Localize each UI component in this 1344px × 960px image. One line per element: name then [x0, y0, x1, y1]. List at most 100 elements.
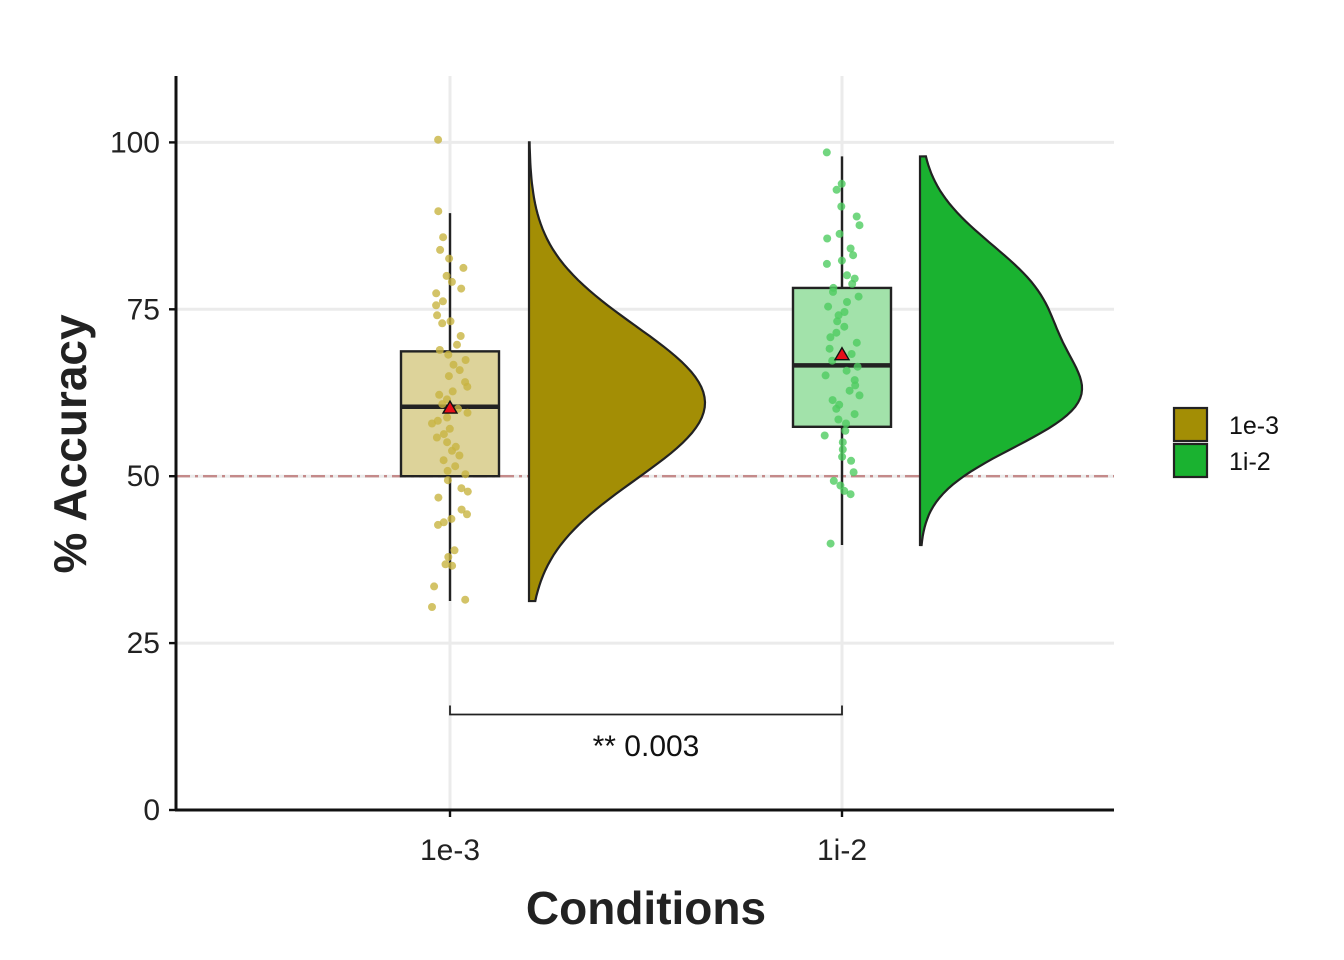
y-axis-title: % Accuracy	[44, 314, 96, 574]
data-point	[843, 271, 851, 280]
points-layer	[428, 135, 864, 611]
data-point	[447, 277, 456, 286]
data-point	[833, 317, 842, 326]
data-point	[438, 297, 447, 306]
data-point	[457, 505, 466, 514]
data-point	[828, 396, 837, 405]
legend-label: 1i-2	[1229, 448, 1271, 476]
data-point	[443, 438, 452, 447]
data-point	[448, 387, 457, 396]
data-point	[439, 518, 448, 527]
data-point	[826, 539, 835, 548]
legend-swatch	[1172, 406, 1209, 443]
data-point	[447, 514, 456, 523]
data-point	[463, 408, 472, 417]
data-point	[433, 416, 442, 425]
data-point	[849, 468, 858, 477]
data-point	[855, 391, 864, 400]
data-point	[822, 148, 831, 157]
data-point	[838, 452, 847, 461]
data-point	[459, 263, 468, 272]
data-point	[432, 433, 441, 442]
data-point	[439, 233, 448, 242]
data-point	[444, 350, 453, 359]
data-point	[850, 274, 859, 283]
data-point	[438, 319, 447, 328]
legend: 1e-3 1i-2	[1172, 406, 1279, 479]
data-point	[445, 254, 454, 263]
data-point	[822, 259, 831, 268]
data-point	[837, 179, 846, 188]
data-point	[828, 356, 837, 365]
data-point	[451, 442, 460, 451]
data-point	[443, 466, 452, 475]
data-point	[832, 185, 841, 194]
data-point	[434, 493, 443, 502]
y-tick-label: 100	[110, 126, 160, 159]
density-cloud-1e-3	[527, 141, 707, 603]
x-axis-title: Conditions	[526, 882, 766, 934]
data-point	[434, 207, 443, 216]
data-point	[435, 346, 444, 354]
data-point	[853, 362, 862, 371]
data-point	[849, 251, 858, 260]
y-tick-label: 25	[127, 627, 160, 660]
data-point	[443, 395, 451, 404]
data-point	[461, 470, 470, 479]
data-point	[846, 490, 855, 499]
data-point	[840, 308, 849, 316]
data-point	[435, 390, 444, 399]
data-point	[825, 344, 834, 353]
data-point	[450, 546, 459, 555]
data-point	[854, 292, 863, 301]
data-point	[443, 413, 452, 422]
data-point	[455, 451, 464, 460]
data-point	[442, 271, 451, 280]
data-point	[432, 289, 441, 298]
data-point	[826, 333, 835, 342]
y-tick-label: 0	[143, 794, 160, 827]
data-point	[444, 372, 453, 381]
data-point	[835, 400, 844, 409]
data-point	[461, 378, 470, 387]
data-point	[832, 328, 841, 337]
data-point	[428, 603, 436, 611]
data-point	[449, 360, 458, 369]
data-point	[439, 430, 448, 439]
data-point	[461, 356, 470, 364]
data-point	[842, 419, 850, 428]
data-point	[451, 462, 460, 471]
data-point	[432, 301, 441, 310]
data-point	[829, 476, 838, 485]
data-point	[834, 415, 843, 424]
data-point	[829, 283, 838, 292]
data-point	[445, 424, 454, 433]
data-point	[850, 376, 859, 385]
axes-layer: 0 25 50 75 100 1e-3 1i-2	[110, 76, 1114, 867]
data-point	[838, 445, 847, 454]
data-point	[441, 560, 450, 569]
legend-label: 1e-3	[1229, 412, 1279, 440]
comparison-bracket	[449, 705, 843, 716]
data-point	[444, 553, 453, 561]
data-point	[841, 426, 850, 435]
data-point	[463, 510, 471, 519]
comparison-annotation: ** 0.003	[449, 705, 843, 763]
mean-marker	[441, 399, 459, 414]
density-layer	[527, 141, 1084, 603]
x-tick-label: 1e-3	[420, 834, 480, 867]
data-point	[842, 366, 851, 375]
data-point	[855, 221, 864, 230]
data-point	[835, 229, 844, 238]
data-point	[840, 322, 849, 331]
density-cloud-1i-2	[918, 155, 1084, 547]
x-tick-label: 1i-2	[817, 834, 867, 867]
data-point	[837, 256, 846, 265]
data-point	[847, 350, 856, 358]
data-point	[430, 582, 439, 591]
data-point	[843, 298, 851, 306]
data-point	[461, 595, 470, 604]
data-point	[436, 245, 445, 254]
data-point	[838, 438, 847, 447]
data-point	[456, 332, 465, 340]
